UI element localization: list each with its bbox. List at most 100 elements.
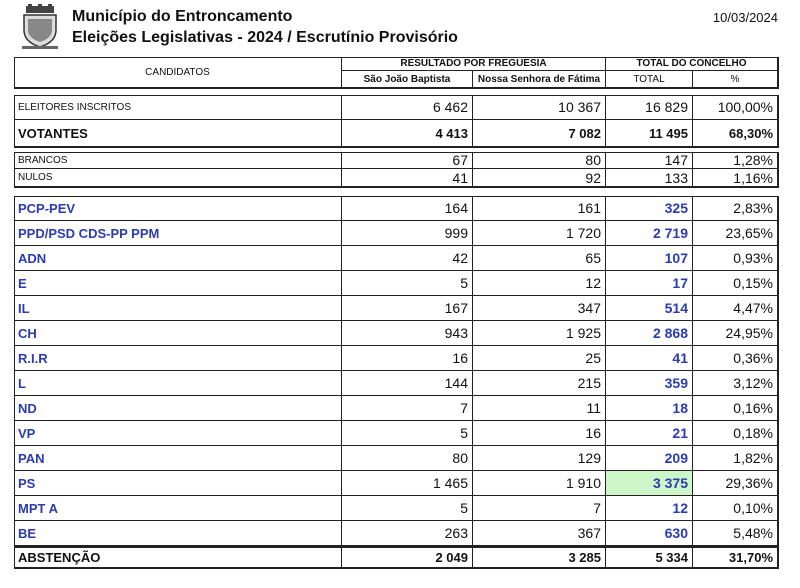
value-cell: 12 <box>473 271 606 296</box>
subtitle: Eleições Legislativas - 2024 / Escrutíni… <box>72 29 458 46</box>
value-cell: 1 910 <box>473 471 606 496</box>
row-label: PCP-PEV <box>14 196 342 221</box>
value-cell: 5 <box>342 271 473 296</box>
value-cell: 0,93% <box>693 246 778 271</box>
value-cell: 514 <box>606 296 693 321</box>
value-cell: 167 <box>342 296 473 321</box>
value-cell: 1 925 <box>473 321 606 346</box>
value-cell: 100,00% <box>693 95 778 120</box>
value-cell: 999 <box>342 221 473 246</box>
value-cell: 164 <box>342 196 473 221</box>
header-cell: % <box>693 71 778 88</box>
value-cell: 3,12% <box>693 371 778 396</box>
value-cell: 25 <box>473 346 606 371</box>
row-label: ELEITORES INSCRITOS <box>14 95 342 120</box>
value-cell: 6 462 <box>342 95 473 120</box>
value-cell: 1,82% <box>693 446 778 471</box>
row-label: PAN <box>14 446 342 471</box>
value-cell: 80 <box>342 446 473 471</box>
value-cell: 11 <box>473 396 606 421</box>
value-cell: 2,83% <box>693 196 778 221</box>
value-cell: 144 <box>342 371 473 396</box>
value-cell: 31,70% <box>693 547 778 568</box>
row-label: CH <box>14 321 342 346</box>
value-cell: 1 720 <box>473 221 606 246</box>
value-cell: 7 082 <box>473 120 606 147</box>
row-label: PPD/PSD CDS-PP PPM <box>14 221 342 246</box>
value-cell: 18 <box>606 396 693 421</box>
value-cell: 41 <box>606 346 693 371</box>
row-label: BRANCOS <box>14 152 342 169</box>
value-cell: 42 <box>342 246 473 271</box>
value-cell: 0,36% <box>693 346 778 371</box>
value-cell: 2 719 <box>606 221 693 246</box>
row-label: ND <box>14 396 342 421</box>
row-label: VOTANTES <box>14 120 342 147</box>
value-cell: 367 <box>473 521 606 546</box>
value-cell: 80 <box>473 152 606 169</box>
value-cell: 107 <box>606 246 693 271</box>
value-cell: 0,16% <box>693 396 778 421</box>
value-cell: 10 367 <box>473 95 606 120</box>
row-label: R.I.R <box>14 346 342 371</box>
row-label: ABSTENÇÃO <box>14 547 342 568</box>
value-cell: 263 <box>342 521 473 546</box>
row-label: PS <box>14 471 342 496</box>
value-cell: 24,95% <box>693 321 778 346</box>
value-cell: 5 334 <box>606 547 693 568</box>
header-cell: CANDIDATOS <box>14 57 342 88</box>
value-cell: 4 413 <box>342 120 473 147</box>
date: 10/03/2024 <box>712 10 778 25</box>
parties-box <box>14 196 779 547</box>
value-cell: 67 <box>342 152 473 169</box>
value-cell: 129 <box>473 446 606 471</box>
header-cell: RESULTADO POR FREGUESIA <box>342 57 606 71</box>
abstention-box <box>14 547 779 569</box>
value-cell: 215 <box>473 371 606 396</box>
value-cell: 65 <box>473 246 606 271</box>
value-cell: 1 465 <box>342 471 473 496</box>
value-cell: 7 <box>342 396 473 421</box>
value-cell: 23,65% <box>693 221 778 246</box>
row-label: ADN <box>14 246 342 271</box>
value-cell: 0,18% <box>693 421 778 446</box>
header-cell: Nossa Senhora de Fátima <box>473 71 606 88</box>
row-label: E <box>14 271 342 296</box>
value-cell: 630 <box>606 521 693 546</box>
value-cell: 3 375 <box>606 471 693 496</box>
value-cell: 0,15% <box>693 271 778 296</box>
value-cell: 0,10% <box>693 496 778 521</box>
value-cell: 359 <box>606 371 693 396</box>
value-cell: 92 <box>473 169 606 187</box>
value-cell: 41 <box>342 169 473 187</box>
title: Município do Entroncamento <box>72 8 293 25</box>
value-cell: 943 <box>342 321 473 346</box>
value-cell: 5,48% <box>693 521 778 546</box>
value-cell: 1,16% <box>693 169 778 187</box>
value-cell: 7 <box>473 496 606 521</box>
summary-box <box>14 95 779 148</box>
value-cell: 12 <box>606 496 693 521</box>
value-cell: 4,47% <box>693 296 778 321</box>
value-cell: 21 <box>606 421 693 446</box>
row-label: BE <box>14 521 342 546</box>
row-label: MPT A <box>14 496 342 521</box>
header-cell: TOTAL DO CONCELHO <box>606 57 778 71</box>
value-cell: 16 <box>342 346 473 371</box>
value-cell: 68,30% <box>693 120 778 147</box>
value-cell: 1,28% <box>693 152 778 169</box>
logo <box>22 4 58 49</box>
value-cell: 161 <box>473 196 606 221</box>
row-label: IL <box>14 296 342 321</box>
value-cell: 325 <box>606 196 693 221</box>
value-cell: 11 495 <box>606 120 693 147</box>
header-cell: TOTAL <box>606 71 693 88</box>
value-cell: 209 <box>606 446 693 471</box>
value-cell: 2 049 <box>342 547 473 568</box>
value-cell: 5 <box>342 496 473 521</box>
row-label: L <box>14 371 342 396</box>
value-cell: 29,36% <box>693 471 778 496</box>
row-label: NULOS <box>14 169 342 187</box>
value-cell: 147 <box>606 152 693 169</box>
